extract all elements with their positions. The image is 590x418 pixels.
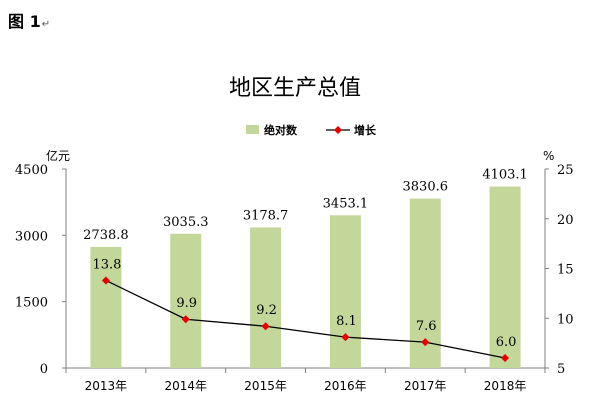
growth-line-layer (101, 276, 510, 363)
figure-label: 图 1↵ (8, 8, 50, 32)
growth-point (181, 315, 190, 324)
y-right-unit: % (543, 149, 554, 163)
growth-data-label: 13.8 (92, 257, 121, 272)
y-right-tick-label: 25 (557, 163, 574, 178)
paragraph-mark: ↵ (41, 19, 51, 30)
x-tick-label: 2015年 (244, 379, 287, 393)
bar-data-label: 3830.6 (403, 180, 449, 195)
legend-label-line: 增长 (354, 123, 377, 137)
growth-line (105, 279, 506, 359)
growth-point (421, 338, 430, 347)
figure-label-text: 图 1 (8, 12, 41, 31)
x-tick-label: 2017年 (404, 379, 447, 393)
bar-data-label: 3178.7 (243, 208, 289, 223)
legend-swatch-bar (246, 125, 259, 134)
growth-point (501, 354, 510, 363)
y-left-tick-label: 4500 (15, 163, 48, 178)
data-labels: 2738.8 3035.3 3178.7 3453.1 3830.6 4103.1 13.8… (83, 168, 528, 350)
axes: 0 1500 3000 4500 5 10 15 20 25 2013年 2014年 2015年 201… (15, 163, 574, 393)
growth-data-label: 7.6 (416, 319, 437, 334)
bar (250, 227, 282, 368)
bar (489, 186, 521, 368)
x-tick-label: 2018年 (484, 379, 527, 393)
bars (90, 186, 521, 368)
legend-marker (334, 126, 342, 134)
chart-title: 地区生产总值 (229, 76, 361, 101)
bar-data-label: 4103.1 (482, 168, 528, 183)
growth-point (261, 322, 270, 331)
growth-point (341, 333, 350, 342)
growth-data-label: 9.9 (176, 296, 197, 311)
bar (90, 246, 122, 368)
y-left-tick-label: 0 (40, 362, 48, 377)
legend: 绝对数 增长 (246, 123, 377, 137)
growth-data-label: 6.0 (496, 335, 517, 350)
y-left-tick-label: 1500 (15, 296, 48, 311)
y-right-tick-label: 15 (557, 263, 574, 278)
x-tick-label: 2016年 (324, 379, 367, 393)
growth-data-label: 8.1 (336, 314, 357, 329)
bar (329, 215, 361, 368)
x-tick-label: 2014年 (164, 379, 207, 393)
y-right-tick-label: 20 (557, 213, 574, 228)
growth-data-label: 9.2 (256, 303, 277, 318)
bar (170, 233, 202, 368)
bar-data-label: 3035.3 (163, 215, 209, 230)
bar-data-label: 3453.1 (323, 196, 369, 211)
y-right-tick-label: 10 (557, 312, 574, 327)
y-left-tick-label: 3000 (15, 229, 48, 244)
legend-label-bar: 绝对数 (264, 123, 298, 137)
bar-data-label: 2738.8 (83, 228, 129, 243)
y-right-tick-label: 5 (557, 362, 565, 377)
y-left-unit: 亿元 (46, 148, 70, 163)
x-tick-label: 2013年 (85, 379, 128, 393)
growth-point (101, 276, 110, 285)
